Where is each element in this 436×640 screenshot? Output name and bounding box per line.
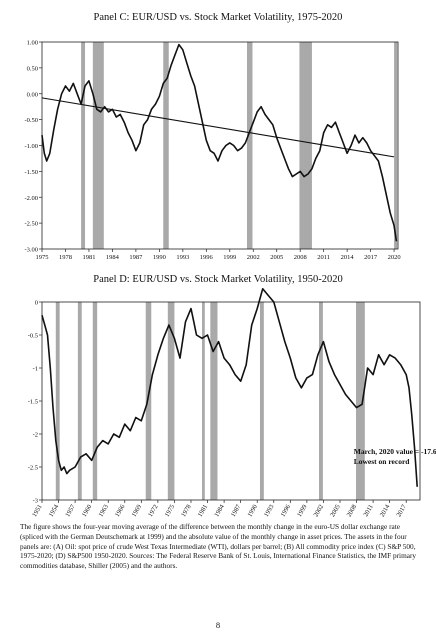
x-tick-label: 1999	[223, 254, 236, 261]
annotation-line-1: March, 2020 value = -17.6	[354, 447, 436, 456]
x-tick-label: 1984	[106, 254, 120, 261]
x-tick-label: 2020	[388, 254, 401, 261]
x-tick-label: 2005	[270, 254, 283, 261]
x-tick-label: 1966	[114, 503, 127, 518]
y-tick-label: 0.00	[27, 91, 38, 98]
x-tick-label: 1993	[263, 504, 276, 519]
x-tick-label: 1996	[279, 503, 292, 518]
panel-c-title: Panel C: EUR/USD vs. Stock Market Volati…	[93, 12, 343, 23]
annotation-line-2: Lowest on record	[354, 457, 411, 466]
series-line	[41, 287, 418, 487]
x-tick-label: 1951	[31, 504, 44, 519]
recession-band	[246, 42, 253, 249]
series-line	[41, 43, 398, 242]
x-tick-label: 2005	[329, 504, 342, 519]
recession-band	[92, 42, 104, 249]
recession-band	[81, 42, 86, 249]
x-tick-label: 1957	[64, 503, 77, 518]
x-tick-label: 2002	[247, 254, 260, 261]
x-tick-label: 1981	[82, 254, 95, 261]
x-tick-label: 1975	[36, 254, 49, 261]
x-tick-label: 1999	[296, 504, 309, 519]
x-tick-label: 1963	[97, 504, 110, 519]
recession-band	[163, 42, 169, 249]
x-tick-label: 1984	[213, 503, 226, 518]
x-tick-label: 1981	[197, 504, 210, 519]
y-tick-label: -2.50	[24, 221, 38, 228]
recession-band	[299, 42, 312, 249]
recession-band	[202, 302, 205, 500]
y-tick-label: -3	[33, 498, 38, 505]
recession-band	[259, 302, 264, 500]
x-tick-label: 2011	[317, 254, 330, 261]
x-tick-label: 1990	[153, 254, 166, 261]
y-tick-label: -2.00	[24, 195, 38, 202]
y-tick-label: -1.00	[24, 143, 38, 150]
y-tick-label: 0.50	[27, 65, 38, 72]
panel-c-chart: 1.00 0.50 0.00 -0.50 -1.00 -1.50 -2.00 -2.50 -3.…	[24, 40, 401, 262]
x-tick-label: 1987	[230, 503, 243, 518]
panel-d-title: Panel D: EUR/USD vs. Stock Market Volati…	[93, 274, 343, 285]
x-tick-label: 1954	[48, 503, 61, 518]
y-tick-label: 1.00	[27, 40, 38, 47]
y-tick-label: -1	[33, 366, 38, 373]
figure-caption: The figure shows the four-year moving av…	[20, 522, 417, 571]
x-tick-label: 1975	[164, 504, 177, 519]
x-tick-label: 2014	[341, 254, 355, 261]
x-tick-label: 2017	[364, 254, 378, 261]
page-number: 8	[215, 620, 221, 630]
x-tick-label: 1996	[200, 254, 214, 261]
x-tick-label: 2014	[379, 503, 392, 518]
recession-band	[145, 302, 152, 500]
x-tick-label: 2011	[362, 504, 374, 519]
recession-band	[319, 302, 323, 500]
x-tick-label: 1972	[147, 504, 160, 519]
recession-band	[92, 302, 98, 500]
y-tick-label: 0	[35, 300, 38, 307]
x-tick-label: 1969	[130, 504, 143, 519]
recession-band	[77, 302, 82, 500]
trend-line	[41, 97, 395, 158]
y-tick-label: -0.50	[24, 117, 38, 124]
x-tick-label: 1978	[180, 504, 193, 519]
x-tick-label: 2002	[313, 504, 326, 519]
x-tick-label: 1987	[129, 254, 143, 261]
x-tick-label: 2008	[294, 254, 307, 261]
y-tick-label: -2.5	[28, 465, 38, 472]
y-tick-label: -0.5	[28, 333, 38, 340]
x-tick-label: 2008	[346, 504, 359, 519]
y-tick-label: -2	[33, 432, 38, 439]
y-tick-label: -1.50	[24, 169, 38, 176]
y-tick-label: -1.5	[28, 399, 38, 406]
y-tick-label: -3.00	[24, 247, 38, 254]
recession-band	[167, 302, 175, 500]
x-tick-label: 1993	[176, 254, 189, 261]
x-tick-label: 2017	[395, 503, 408, 518]
x-tick-label: 1990	[246, 504, 259, 519]
recession-band	[55, 302, 60, 500]
recession-band	[355, 302, 365, 500]
x-tick-label: 1960	[81, 504, 94, 519]
recession-band	[210, 302, 218, 500]
x-tick-label: 1978	[59, 254, 72, 261]
recession-band	[394, 42, 398, 249]
